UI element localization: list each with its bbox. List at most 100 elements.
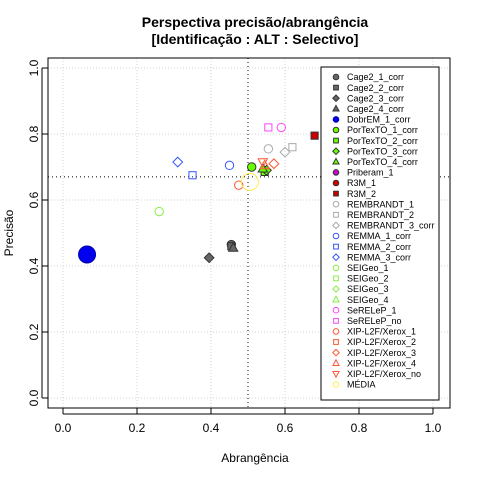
y-tick-label: 0.8 (27, 125, 41, 142)
legend-marker (333, 275, 339, 282)
data-point (203, 252, 215, 264)
legend-marker (332, 104, 340, 112)
legend-label: SeRELeP_no (347, 316, 402, 326)
legend-marker (332, 371, 340, 379)
legend-label: PorTexTO_3_corr (347, 146, 418, 156)
data-point (259, 159, 271, 170)
data-point (240, 172, 259, 191)
legend-marker (332, 381, 340, 388)
legend-label: Cage2_2_corr (347, 83, 404, 93)
legend-marker (332, 295, 340, 303)
legend: Cage2_1_corrCage2_2_corrCage2_3_corrCage… (320, 66, 440, 401)
legend-marker (332, 73, 340, 81)
legend-label: PorTexTO_1_corr (347, 125, 418, 135)
data-point (227, 241, 239, 252)
data-point (234, 180, 244, 190)
legend-marker (332, 126, 340, 134)
legend-marker (333, 317, 339, 324)
legend-label: Priberam_1 (347, 168, 394, 178)
legend-marker (332, 94, 340, 103)
legend-label: XIP-L2F/Xerox_3 (347, 348, 416, 358)
legend-marker (332, 253, 340, 262)
y-tick-label: 0.4 (27, 257, 41, 274)
x-tick-label: 0.8 (351, 421, 368, 435)
legend-label: XIP-L2F/Xerox_2 (347, 337, 416, 347)
data-point (78, 245, 97, 264)
data-point (247, 162, 257, 172)
legend-label: SEIGeo_3 (347, 284, 389, 294)
legend-marker (332, 328, 340, 335)
legend-marker (332, 157, 340, 165)
data-point (172, 156, 184, 168)
legend-marker (333, 211, 339, 218)
legend-marker (333, 243, 339, 250)
legend-label: R3M_2 (347, 189, 376, 199)
legend-marker (332, 116, 340, 123)
x-tick-label: 0.6 (277, 421, 294, 435)
data-point (268, 158, 280, 170)
y-tick-label: 0.2 (27, 323, 41, 340)
legend-label: Cage2_3_corr (347, 93, 404, 103)
plot-border (47, 57, 451, 409)
legend-marker (333, 137, 339, 144)
data-point (224, 160, 235, 171)
data-point (310, 131, 319, 140)
data-point (263, 144, 274, 154)
legend-label: XIP-L2F/Xerox_1 (347, 327, 416, 337)
legend-label: REMBRANDT_3_corr (347, 221, 435, 231)
reference-lines (48, 58, 450, 408)
legend-label: REMMA_1_corr (347, 231, 411, 241)
y-axis-label: Precisão (2, 209, 16, 256)
legend-marker (332, 264, 340, 272)
legend-label: XIP-L2F/Xerox_no (347, 369, 421, 379)
legend-label: REMMA_3_corr (347, 252, 411, 262)
x-tick-label: 0.4 (203, 421, 220, 435)
chart-subtitle: [Identificação : ALT : Selectivo] (152, 31, 359, 47)
legend-label: MÉDIA (347, 380, 376, 390)
legend-marker (332, 221, 340, 230)
legend-marker (333, 190, 339, 197)
legend-marker (332, 232, 340, 240)
data-point (154, 206, 164, 217)
x-tick-label: 1.0 (425, 421, 442, 435)
data-point (257, 158, 269, 169)
legend-label: SEIGeo_4 (347, 295, 389, 305)
legend-marker (332, 200, 340, 208)
x-axis: 0.0 0.2 0.4 0.6 0.8 1.0 (55, 408, 442, 435)
y-tick-label: 0.0 (27, 389, 41, 406)
legend-label: Cage2_4_corr (347, 104, 404, 114)
legend-label: DobrEM_1_corr (347, 115, 411, 125)
data-point (279, 146, 291, 158)
legend-label: REMMA_2_corr (347, 242, 411, 252)
legend-marker (333, 339, 339, 345)
legend-label: PorTexTO_2_corr (347, 136, 418, 146)
y-tick-label: 0.6 (27, 191, 41, 208)
legend-label: SeRELeP_1 (347, 305, 397, 315)
data-point (188, 171, 197, 180)
legend-marker (332, 179, 340, 187)
legend-label: R3M_1 (347, 178, 376, 188)
legend-label: SEIGeo_2 (347, 274, 389, 284)
data-point (264, 123, 273, 132)
legend-marker (333, 84, 339, 91)
data-point (288, 143, 297, 152)
x-tick-label: 0.0 (55, 421, 72, 435)
data-point (276, 122, 286, 133)
y-axis: 0.0 0.2 0.4 0.6 0.8 1.0 (27, 59, 48, 406)
legend-marker (332, 358, 340, 366)
legend-label: REMBRANDT_1 (347, 199, 414, 209)
legend-label: Cage2_1_corr (347, 72, 404, 82)
y-tick-label: 1.0 (27, 59, 41, 76)
legend-marker (332, 169, 340, 176)
legend-label: PorTexTO_4_corr (347, 157, 418, 167)
legend-marker (332, 147, 340, 156)
legend-label: XIP-L2F/Xerox_4 (347, 358, 416, 368)
data-points (78, 122, 319, 264)
legend-marker (332, 285, 340, 293)
legend-label: SEIGeo_1 (347, 263, 389, 273)
legend-label: REMBRANDT_2 (347, 210, 414, 220)
legend-box (320, 66, 440, 401)
x-axis-label: Abrangência (221, 451, 289, 465)
x-tick-label: 0.2 (129, 421, 146, 435)
